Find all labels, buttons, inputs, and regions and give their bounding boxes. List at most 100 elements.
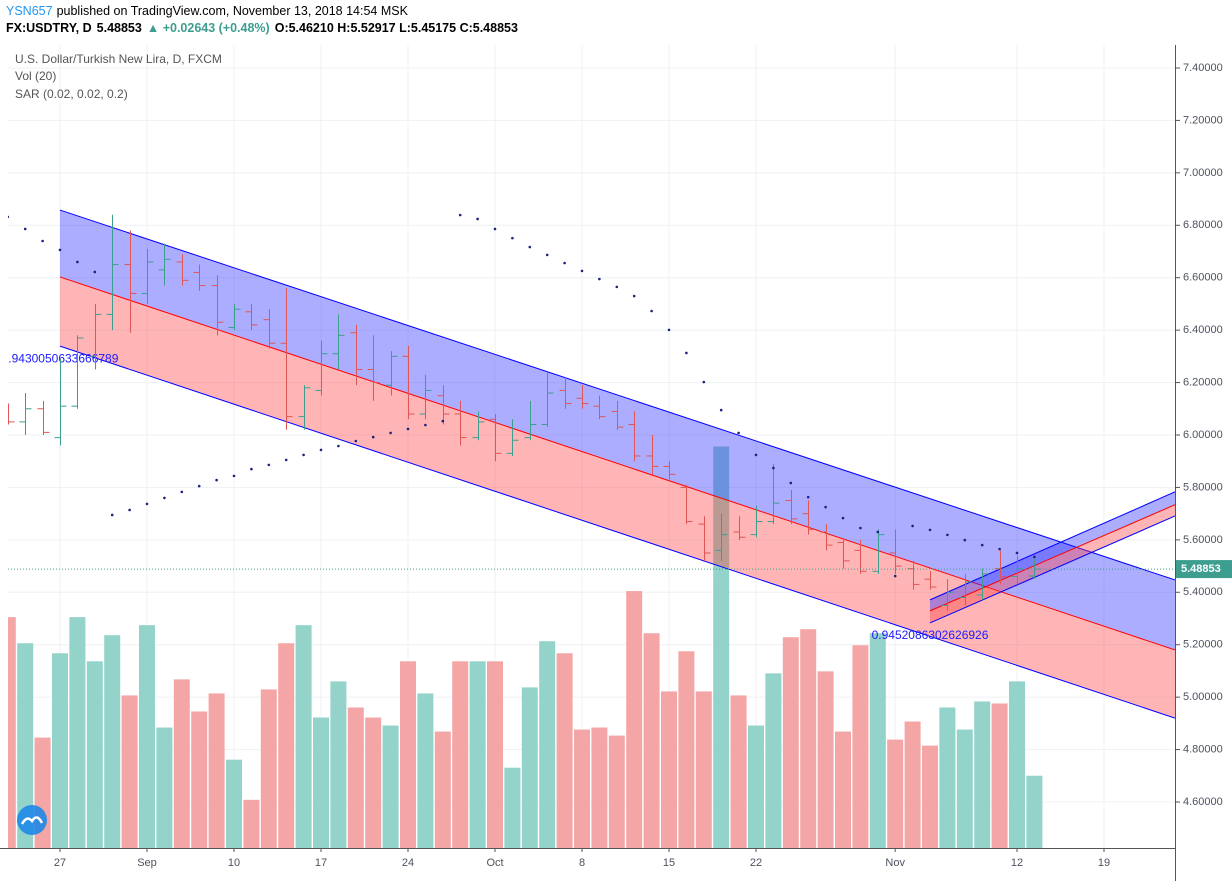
sar-dot: [615, 285, 619, 289]
sar-dot: [998, 547, 1001, 551]
channel-lower-fill: [60, 276, 1175, 719]
sar-dot: [1033, 555, 1036, 559]
sar-dot: [128, 508, 131, 512]
sar-dot: [284, 458, 288, 462]
y-tick-label: 5.60000: [1183, 534, 1223, 546]
volume-bar: [591, 727, 608, 848]
sar-dot: [702, 380, 706, 384]
sar-dot: [23, 227, 27, 231]
author: YSN657: [6, 4, 53, 18]
x-tick-label: 15: [663, 857, 675, 869]
volume-bar: [191, 711, 208, 848]
sar-dot: [76, 260, 79, 264]
y-tick-label: 7.20000: [1183, 114, 1223, 126]
volume-bar: [365, 717, 382, 848]
sar-dot: [719, 408, 723, 412]
volume-bar: [678, 651, 695, 848]
sar-dot: [458, 213, 462, 217]
sar-dot: [180, 490, 184, 494]
volume-bar: [173, 679, 190, 848]
volume-bar: [521, 687, 538, 848]
sar-dot: [824, 505, 827, 509]
volume-bar: [1009, 681, 1025, 848]
sar-dot: [754, 453, 758, 457]
volume-bar: [208, 693, 225, 848]
volume-bar: [1026, 775, 1043, 848]
x-tick-label: 10: [228, 857, 240, 869]
sar-dot: [1015, 551, 1019, 555]
sar-dot: [928, 528, 932, 532]
volume-bar: [156, 727, 173, 848]
channel-upper-line: [59, 209, 1175, 581]
volume-bar: [730, 695, 747, 848]
y-tick-label: 4.80000: [1183, 743, 1223, 755]
y-tick-label: 5.80000: [1183, 481, 1223, 493]
volume-bar: [626, 591, 643, 848]
y-tick-label: 7.00000: [1183, 167, 1223, 179]
channel-label: 0.9430050633666789: [2, 351, 119, 365]
volume-bar: [278, 643, 295, 848]
sar-dot: [806, 495, 810, 499]
sar-dot: [580, 269, 584, 273]
x-tick-label: Nov: [885, 857, 905, 869]
sar-dot: [946, 533, 949, 537]
sar-dot: [267, 463, 271, 467]
volume-bar: [382, 725, 399, 848]
volume-bar: [17, 643, 34, 848]
volume-bar: [643, 633, 660, 848]
legend-title: U.S. Dollar/Turkish New Lira, D, FXCM: [15, 52, 222, 66]
volume-bar: [243, 799, 260, 848]
x-tick-label: 22: [750, 857, 762, 869]
volume-bar: [226, 759, 242, 848]
volume-bar: [504, 767, 521, 848]
sar-dot: [980, 543, 984, 547]
volume-bar: [469, 661, 486, 848]
channel-middle-line: [929, 504, 1175, 612]
channel-middle-line: [59, 276, 1175, 651]
sar-dot: [197, 484, 201, 488]
sar-dot: [893, 574, 897, 578]
volume-bar: [400, 661, 416, 848]
axes: 4.60000 4.80000 5.00000 5.20000 5.40000 5.600…: [54, 62, 1232, 869]
volume-bar: [974, 701, 991, 848]
volume-bar: [782, 637, 799, 848]
ohlc: O:5.46210 H:5.52917 L:5.45175 C:5.48853: [275, 21, 518, 35]
symbol-line: FX:USDTRY, D 5.48853 ▲ +0.02643 (+0.48%) O:…: [6, 21, 518, 35]
header-line: YSN657 published on TradingView.com, Nove…: [6, 4, 409, 18]
sar-dot: [337, 444, 340, 448]
sar-dot: [93, 270, 97, 274]
sar-dot: [319, 448, 323, 452]
sar-dot: [563, 261, 566, 265]
sar-dot: [163, 496, 166, 500]
volume-bar: [887, 739, 904, 848]
sar-dot: [737, 431, 740, 435]
volume-bar: [260, 689, 277, 848]
sar-dot: [963, 538, 967, 542]
sar-dot: [545, 253, 549, 257]
sar-dot: [772, 466, 775, 470]
y-tick-label: 6.40000: [1183, 324, 1223, 336]
sar-dot: [232, 474, 236, 478]
volume-bar: [139, 625, 155, 848]
volume-bar: [52, 653, 68, 848]
sar-dot: [354, 439, 358, 443]
channel-upper-fill: [930, 491, 1175, 611]
sar-dot: [511, 236, 514, 240]
channel-lower-line: [59, 345, 1175, 719]
symbol: FX:USDTRY, D: [6, 21, 92, 35]
channel-lower-fill: [930, 504, 1175, 623]
sar-dot: [58, 248, 62, 252]
sar-dot: [685, 351, 688, 355]
sar-dot: [371, 435, 375, 439]
x-tick-label: 12: [1011, 857, 1023, 869]
volume-bar: [8, 617, 16, 848]
sar-dot: [841, 516, 845, 520]
change: ▲ +0.02643 (+0.48%): [147, 21, 270, 35]
last-price: 5.48853: [97, 21, 142, 35]
x-tick-label: 27: [54, 857, 66, 869]
x-tick-label: 8: [579, 857, 585, 869]
plot: 0.9430050633666789 0.9452086302626926: [2, 45, 1175, 848]
sar-dot: [441, 419, 445, 423]
volume-bar: [69, 617, 86, 848]
sar-dot: [528, 245, 532, 249]
